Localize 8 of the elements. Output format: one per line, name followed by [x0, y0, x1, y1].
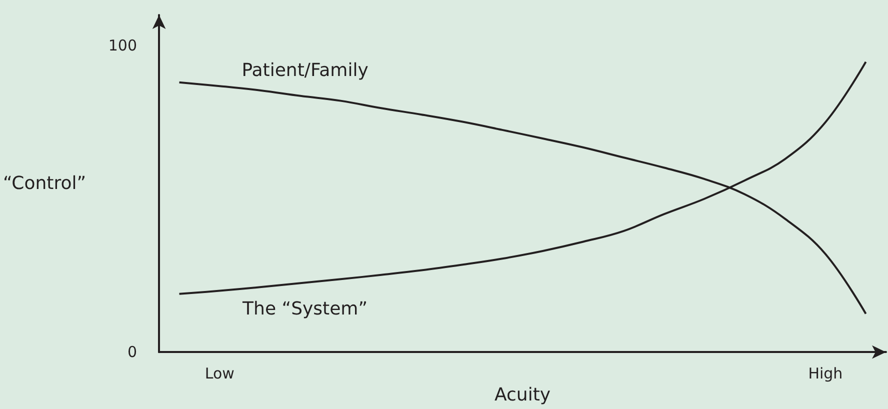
y-tick-label: 100 [108, 36, 137, 55]
y-axis-title: “Control” [2, 173, 86, 194]
x-tick-label: Low [204, 364, 234, 383]
x-tick-label: High [808, 364, 843, 383]
series-label: Patient/Family [242, 60, 369, 81]
series-label: The “System” [242, 298, 368, 320]
x-axis-title: Acuity [494, 384, 551, 406]
y-tick-label: 0 [127, 343, 137, 362]
